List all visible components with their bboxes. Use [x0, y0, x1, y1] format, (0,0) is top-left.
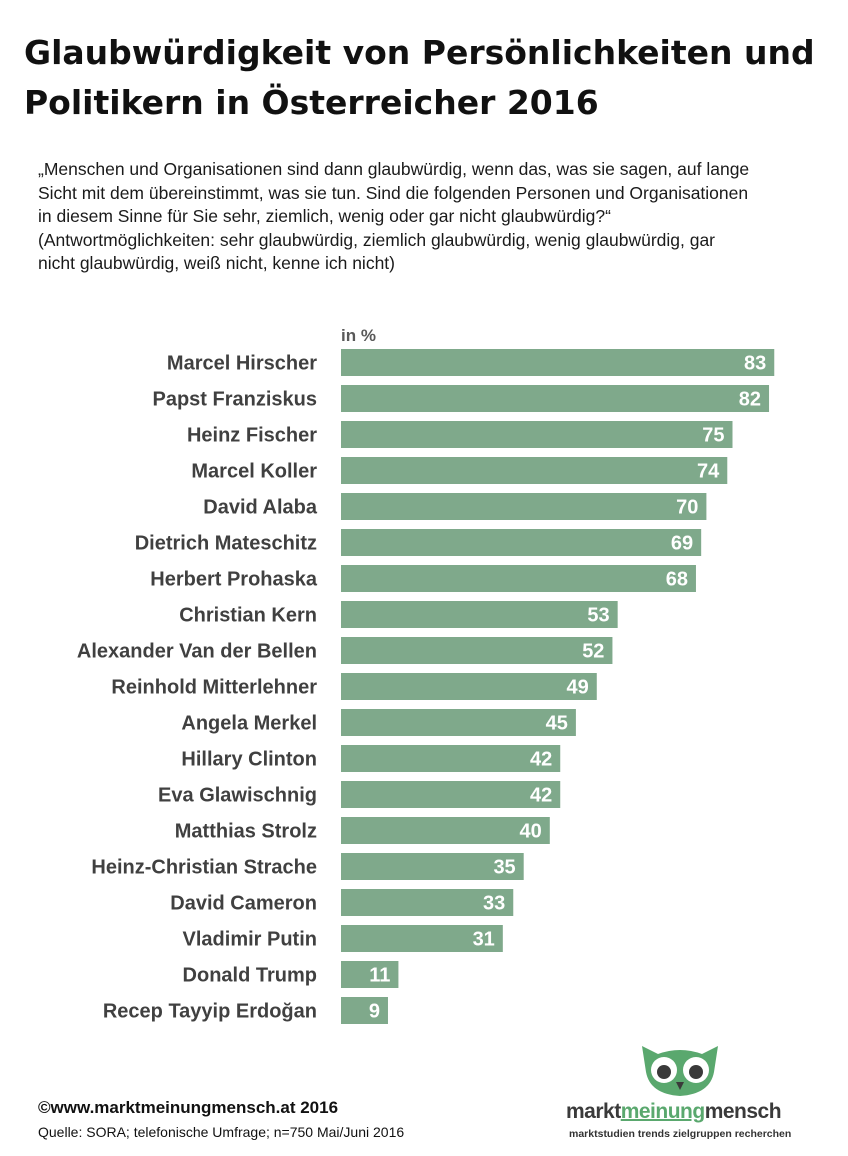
- bar: [341, 457, 728, 484]
- value-label: 31: [473, 929, 495, 951]
- bar: [341, 745, 561, 772]
- bar: [341, 817, 550, 844]
- bar: [341, 385, 770, 412]
- source-text: Quelle: SORA; telefonische Umfrage; n=75…: [38, 1124, 405, 1140]
- category-label: Recep Tayyip Erdoğan: [103, 1001, 317, 1023]
- question-line-1: „Menschen und Organisationen sind dann g…: [38, 159, 750, 179]
- bar: [341, 961, 399, 988]
- category-label: Marcel Koller: [191, 461, 317, 483]
- bar: [341, 889, 514, 916]
- value-label: 74: [697, 461, 720, 483]
- category-label: Marcel Hirscher: [167, 353, 317, 375]
- question-line-2: Sicht mit dem übereinstimmt, was sie tun…: [38, 182, 749, 203]
- logo-wordmark: marktmeinungmensch: [566, 1100, 782, 1124]
- logo-word-meinung: meinung: [620, 1100, 706, 1123]
- bar: [341, 781, 561, 808]
- logo-tagline: marktstudien trends zielgruppen recherch…: [569, 1128, 792, 1140]
- category-label: Eva Glawischnig: [158, 785, 317, 807]
- brand-logo: marktmeinungmensch marktstudien trends z…: [566, 1042, 816, 1142]
- question-line-3: in diesem Sinne für Sie sehr, ziemlich, …: [38, 206, 611, 226]
- category-label: Donald Trump: [183, 965, 317, 987]
- bar: [341, 493, 707, 520]
- value-label: 33: [483, 893, 505, 915]
- value-label: 52: [582, 641, 604, 663]
- category-label: Matthias Strolz: [175, 821, 317, 843]
- bar: [341, 709, 576, 736]
- survey-question: „Menschen und Organisationen sind dann g…: [38, 158, 828, 276]
- value-label: 75: [702, 425, 724, 447]
- logo-word-mensch: mensch: [704, 1100, 782, 1123]
- value-label: 40: [520, 821, 542, 843]
- category-label: Alexander Van der Bellen: [77, 641, 317, 663]
- category-label: David Cameron: [170, 893, 317, 915]
- category-label: Vladimir Putin: [183, 929, 317, 951]
- value-label: 53: [587, 605, 609, 627]
- bar: [341, 565, 696, 592]
- category-label: Herbert Prohaska: [150, 569, 318, 591]
- owl-icon: [642, 1046, 718, 1096]
- category-label: Reinhold Mitterlehner: [111, 677, 317, 699]
- value-label: 42: [530, 749, 552, 771]
- unit-label: in %: [341, 326, 376, 345]
- title-line-2: Politikern in Österreicher 2016: [24, 83, 599, 122]
- bar: [341, 673, 597, 700]
- bar: [341, 637, 613, 664]
- bar: [341, 421, 733, 448]
- bar: [341, 529, 702, 556]
- category-label: Christian Kern: [179, 605, 317, 627]
- title-line-1: Glaubwürdigkeit von Persönlichkeiten und: [24, 33, 815, 72]
- value-label: 35: [493, 857, 515, 879]
- bar-chart: Marcel Hirscher 83 Papst Franziskus 82 Heinz…: [77, 349, 775, 1024]
- category-label: Papst Franziskus: [152, 389, 317, 411]
- bar: [341, 925, 503, 952]
- value-label: 83: [744, 353, 766, 375]
- value-label: 42: [530, 785, 552, 807]
- copyright-text: ©www.marktmeinungmensch.at 2016: [38, 1098, 339, 1117]
- category-label: Heinz-Christian Strache: [91, 857, 317, 879]
- category-label: Hillary Clinton: [181, 749, 317, 771]
- value-label: 70: [676, 497, 698, 519]
- value-label: 69: [671, 533, 693, 555]
- bar: [341, 601, 618, 628]
- bar: [341, 853, 524, 880]
- bar: [341, 997, 388, 1024]
- value-label: 9: [369, 1001, 380, 1023]
- chart-title: Glaubwürdigkeit von Persönlichkeiten und…: [24, 28, 824, 128]
- bar: [341, 349, 775, 376]
- category-label: Heinz Fischer: [187, 425, 317, 447]
- value-label: 45: [546, 713, 568, 735]
- question-line-4: (Antwortmöglichkeiten: sehr glaubwürdig,…: [38, 229, 716, 250]
- category-label: Angela Merkel: [181, 713, 317, 735]
- category-label: David Alaba: [203, 497, 318, 519]
- value-label: 68: [666, 569, 688, 591]
- question-line-5: nicht glaubwürdig, weiß nicht, kenne ich…: [38, 253, 395, 273]
- value-label: 11: [369, 965, 390, 987]
- value-label: 49: [567, 677, 589, 699]
- category-label: Dietrich Mateschitz: [135, 533, 317, 555]
- logo-word-markt: markt: [566, 1100, 621, 1123]
- value-label: 82: [739, 389, 761, 411]
